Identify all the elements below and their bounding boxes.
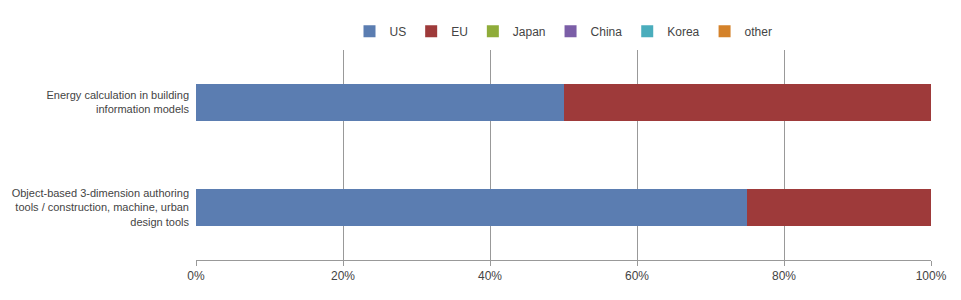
svg-text:40%: 40% <box>478 269 502 283</box>
svg-text:Energy calculation in building: Energy calculation in buildinginformatio… <box>47 89 190 115</box>
svg-text:EU: EU <box>451 25 468 39</box>
svg-text:60%: 60% <box>625 269 649 283</box>
svg-text:100%: 100% <box>916 269 947 283</box>
svg-text:US: US <box>390 25 407 39</box>
svg-text:20%: 20% <box>331 269 355 283</box>
svg-text:Object-based 3-dimension autho: Object-based 3-dimension authoringtools … <box>12 187 190 228</box>
svg-text:Korea: Korea <box>667 25 699 39</box>
svg-text:China: China <box>591 25 623 39</box>
svg-text:Japan: Japan <box>513 25 546 39</box>
svg-text:0%: 0% <box>187 269 205 283</box>
svg-text:80%: 80% <box>772 269 796 283</box>
svg-text:other: other <box>745 25 772 39</box>
